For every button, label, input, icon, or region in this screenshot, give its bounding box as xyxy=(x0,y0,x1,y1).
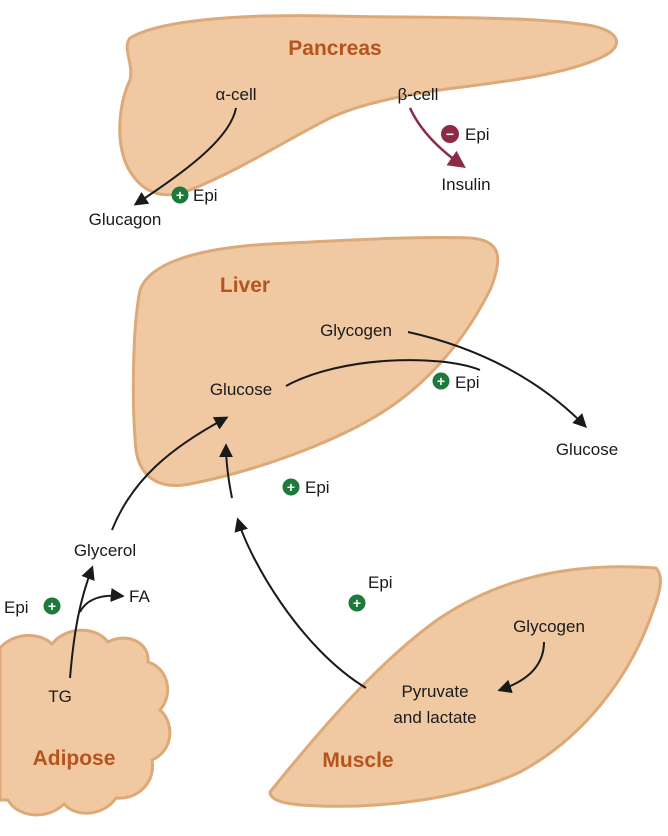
liver-glucose-label: Glucose xyxy=(210,380,272,399)
epi-insulin-label: Epi xyxy=(465,125,490,144)
adipose-title: Adipose xyxy=(33,747,116,770)
liver-glycogen-label: Glycogen xyxy=(320,321,392,340)
muscle-shape xyxy=(268,565,662,808)
lactate-label: and lactate xyxy=(393,708,476,727)
adipose-shape xyxy=(0,628,172,817)
tg-to-fa-arrow xyxy=(79,588,125,613)
beta-to-insulin-arrow xyxy=(408,107,466,168)
insulin-label: Insulin xyxy=(441,175,490,194)
tg-to-glycerol-arrow xyxy=(69,565,95,679)
beta-cell-label: β-cell xyxy=(398,85,439,104)
fa-label: FA xyxy=(129,587,150,606)
svg-text:+: + xyxy=(437,373,445,389)
epi-muscle-plus-icon: + xyxy=(348,594,366,612)
svg-text:−: − xyxy=(446,126,454,142)
epi-muscle-label: Epi xyxy=(368,573,393,592)
pancreas-title: Pancreas xyxy=(288,37,381,60)
glycerol-to-glucose-arrow xyxy=(111,416,229,531)
pyruvate-label: Pyruvate xyxy=(401,682,468,701)
glycogen-to-pyruvate-arrow xyxy=(497,641,545,694)
epi-adipose-label: Epi xyxy=(4,598,29,617)
epi-liver-label: Epi xyxy=(455,373,480,392)
epi-insulin-minus-icon: − xyxy=(441,125,459,143)
svg-text:+: + xyxy=(353,595,361,611)
epi-center-label: Epi xyxy=(305,478,330,497)
epi-center-plus-icon: + xyxy=(282,478,300,496)
glucagon-label: Glucagon xyxy=(89,210,162,229)
lactate-to-glucose-arrow xyxy=(234,517,367,689)
epi-liver-plus-icon: + xyxy=(432,372,450,390)
glycerol-label: Glycerol xyxy=(74,541,136,560)
epi-adipose-plus-icon: + xyxy=(43,597,61,615)
glycogen-to-blood-arrow xyxy=(407,331,587,429)
svg-text:+: + xyxy=(287,479,295,495)
svg-text:+: + xyxy=(48,598,56,614)
pancreas-shape xyxy=(118,14,619,197)
liver-title: Liver xyxy=(220,274,270,297)
glycogen-to-glucose-arrow xyxy=(285,359,481,387)
alpha-cell-label: α-cell xyxy=(216,85,257,104)
epi-glucagon-plus-icon: + xyxy=(171,186,189,204)
alpha-to-glucagon-arrow xyxy=(133,107,237,206)
muscle-glycogen-label: Glycogen xyxy=(513,617,585,636)
epi-glucagon-label: Epi xyxy=(193,186,218,205)
muscle-title: Muscle xyxy=(322,749,393,772)
svg-text:+: + xyxy=(176,187,184,203)
blood-glucose-label: Glucose xyxy=(556,440,618,459)
lactate-to-glucose-arrow-upper xyxy=(219,443,234,499)
tg-label: TG xyxy=(48,687,72,706)
